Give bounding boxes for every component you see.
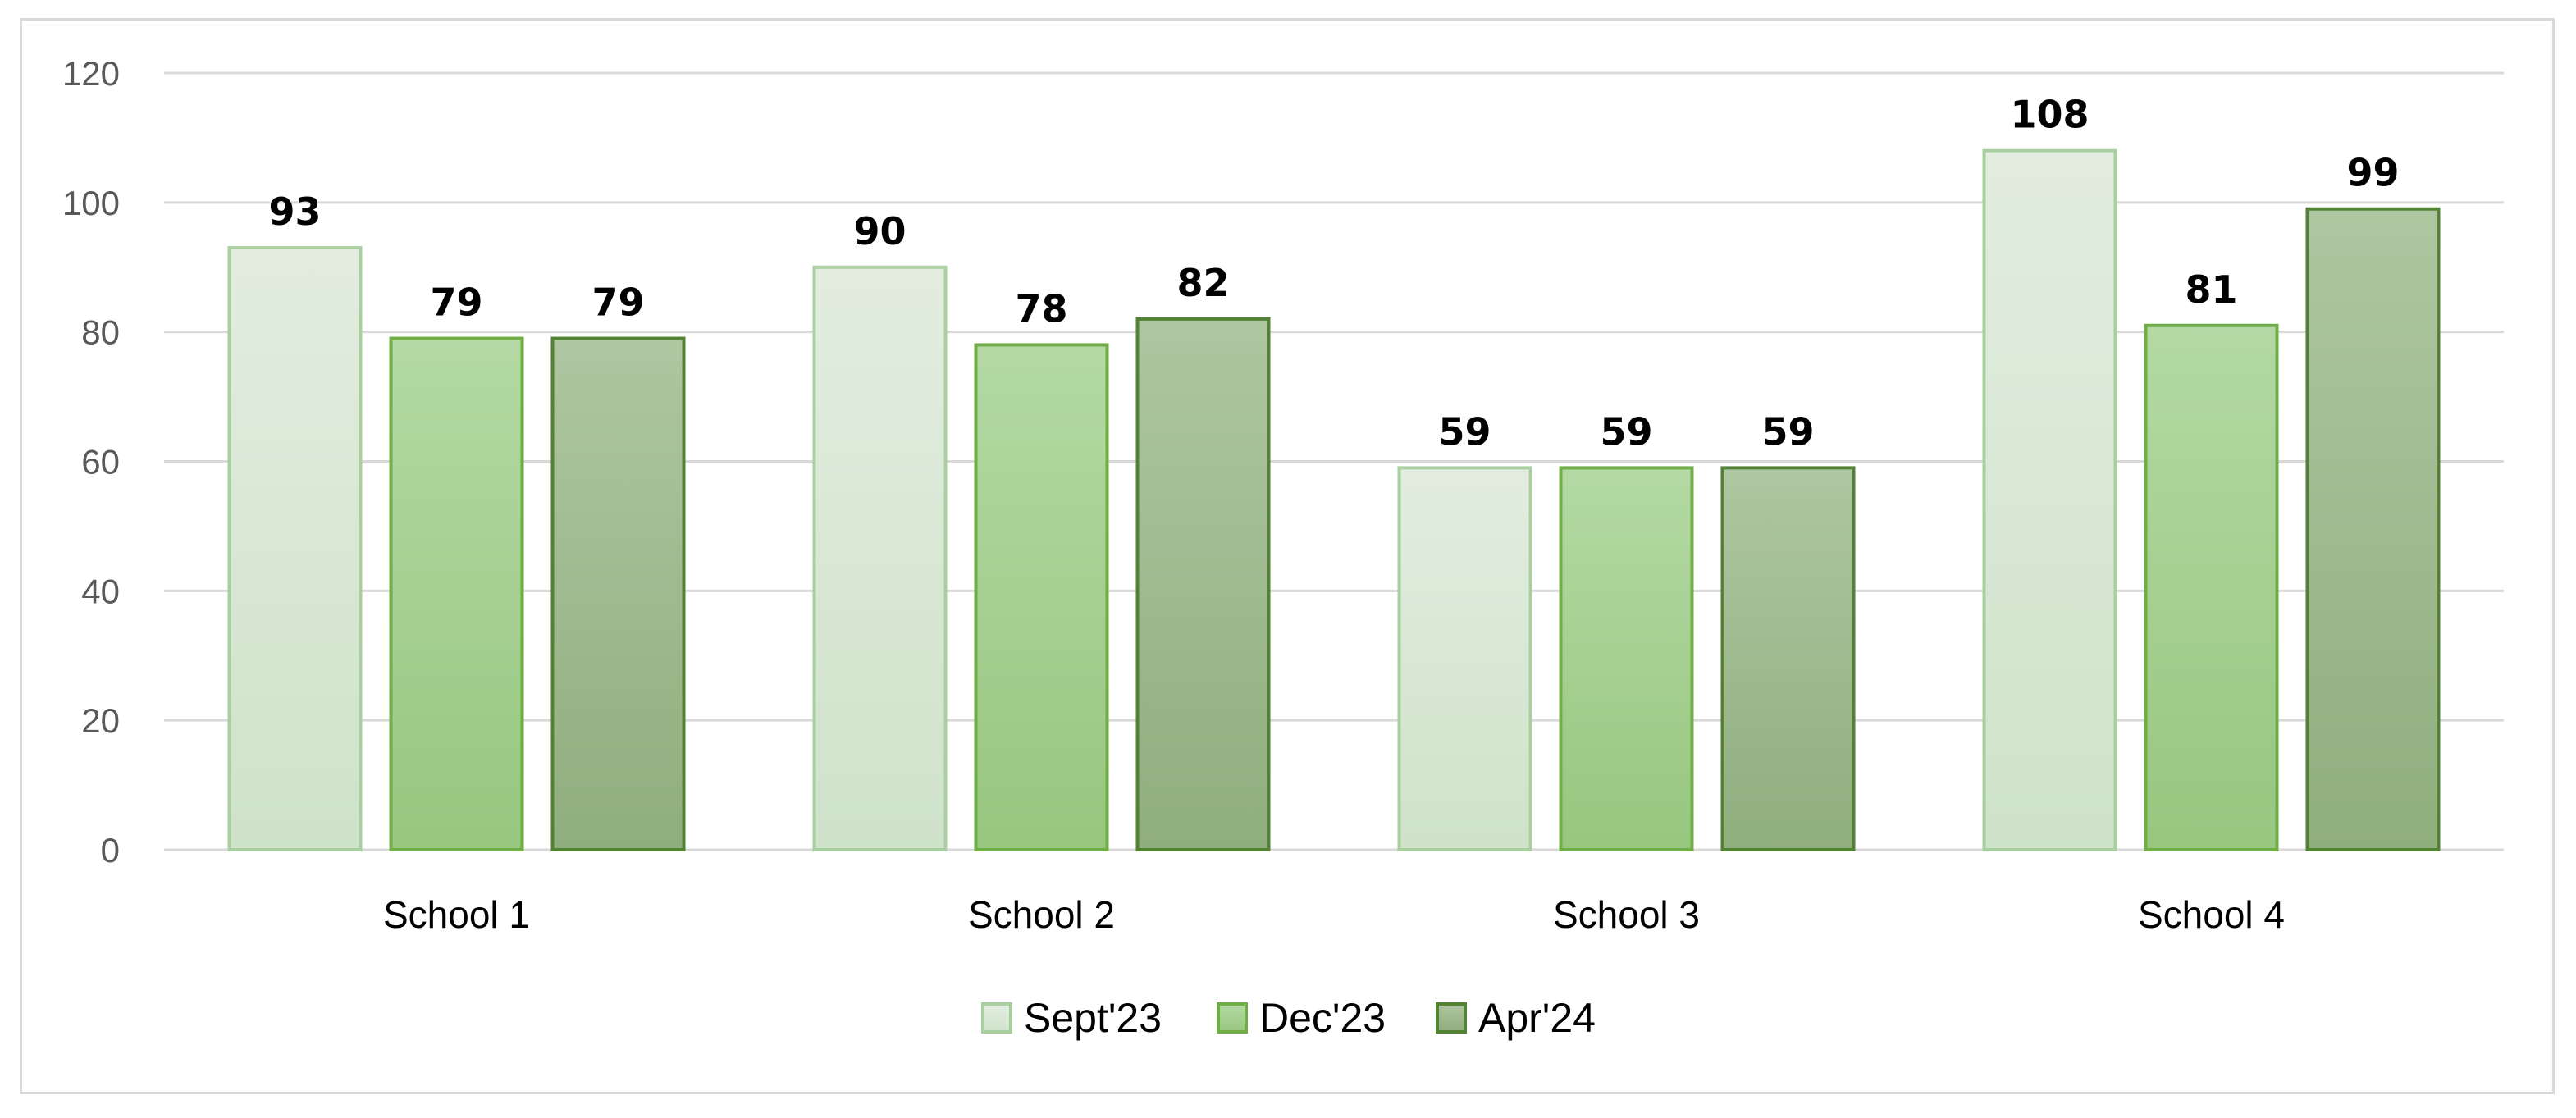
data-label: 82	[1176, 261, 1229, 305]
bar	[2144, 323, 2279, 851]
data-label: 90	[853, 209, 906, 253]
y-tick-label: 100	[62, 184, 120, 222]
legend-swatch	[981, 1002, 1012, 1034]
bar	[1559, 466, 1694, 851]
bar	[227, 246, 363, 851]
bar	[2305, 207, 2441, 852]
data-label: 79	[591, 281, 644, 325]
y-tick-label: 120	[62, 54, 120, 93]
data-label: 99	[2346, 151, 2399, 195]
y-tick-label: 0	[101, 831, 120, 869]
legend-swatch	[1436, 1002, 1467, 1034]
legend-label: Sept'23	[1024, 995, 1162, 1041]
data-label: 59	[1600, 409, 1652, 454]
legend-swatch	[1217, 1002, 1248, 1034]
category-label: School 2	[968, 893, 1115, 936]
data-label: 59	[1761, 409, 1814, 454]
legend-label: Apr'24	[1478, 995, 1596, 1041]
y-tick-label: 60	[81, 443, 120, 481]
legend: Sept'23 Dec'23 Apr'24	[981, 995, 1596, 1041]
data-label: 108	[2010, 93, 2089, 137]
category-label: School 1	[383, 893, 530, 936]
data-label: 78	[1015, 286, 1067, 331]
bar	[1397, 466, 1532, 851]
data-labels: 93 79 79 90 78 82 59 59 59 108 81 99	[268, 93, 2399, 454]
y-axis-ticks: 0 20 40 60 80 100 120	[62, 54, 120, 869]
data-label: 59	[1438, 409, 1491, 454]
data-label: 93	[268, 189, 321, 234]
y-tick-label: 20	[81, 701, 120, 740]
legend-label: Dec'23	[1259, 995, 1386, 1041]
y-tick-label: 40	[81, 572, 120, 610]
bar	[389, 336, 524, 851]
bars	[227, 148, 2441, 852]
data-label: 79	[430, 281, 482, 325]
bar	[1135, 317, 1271, 851]
category-label: School 4	[2138, 893, 2285, 936]
bar	[550, 336, 686, 851]
bar	[1982, 148, 2117, 851]
category-label: School 3	[1553, 893, 1700, 936]
bar	[1720, 466, 1856, 851]
bar	[812, 265, 948, 851]
data-label: 81	[2185, 267, 2237, 312]
y-tick-label: 80	[81, 313, 120, 352]
x-axis-categories: School 1 School 2 School 3 School 4	[383, 893, 2285, 936]
bar	[974, 343, 1109, 851]
